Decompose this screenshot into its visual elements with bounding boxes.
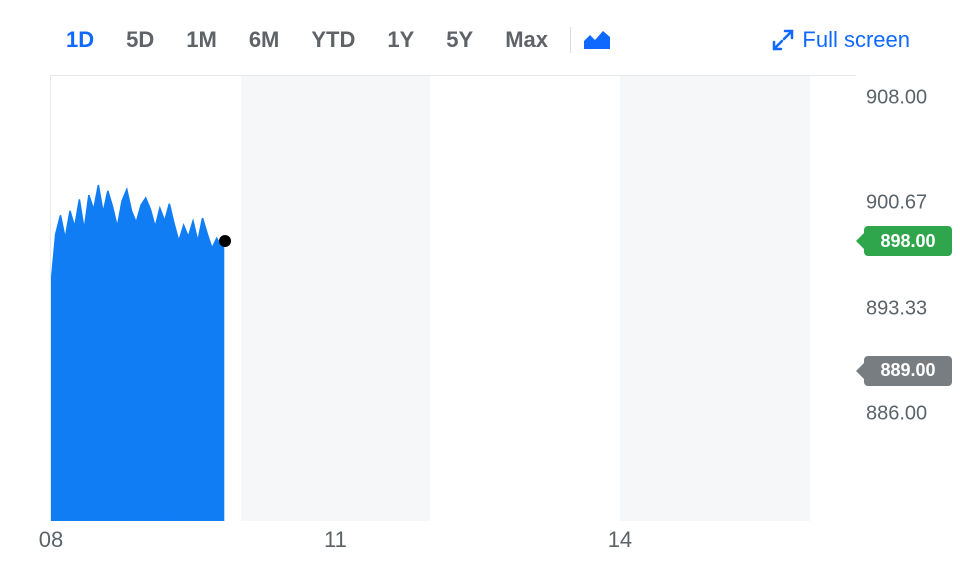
- volume-bars: [51, 76, 856, 521]
- range-tab-max[interactable]: Max: [489, 27, 564, 53]
- x-axis-label: 14: [608, 527, 632, 553]
- plot-area: 908.00900.67893.33886.00081114898.00889.…: [50, 75, 856, 521]
- y-axis-label: 886.00: [866, 403, 956, 426]
- chart-widget: 1D5D1M6MYTD1Y5YMax Full screen 908.00900…: [0, 0, 960, 578]
- range-tab-1d[interactable]: 1D: [50, 27, 110, 53]
- y-axis-label: 893.33: [866, 297, 956, 320]
- current-price-tag: 898.00: [864, 226, 952, 256]
- range-tabs: 1D5D1M6MYTD1Y5YMax: [50, 27, 564, 53]
- range-tab-ytd[interactable]: YTD: [295, 27, 371, 53]
- range-tab-1y[interactable]: 1Y: [371, 27, 430, 53]
- chart-area[interactable]: 908.00900.67893.33886.00081114898.00889.…: [50, 75, 856, 521]
- y-axis-label: 908.00: [866, 86, 956, 109]
- x-axis-label: 11: [324, 527, 347, 553]
- chart-toolbar: 1D5D1M6MYTD1Y5YMax Full screen: [0, 20, 960, 60]
- range-tab-5y[interactable]: 5Y: [430, 27, 489, 53]
- chart-type-icon[interactable]: [583, 29, 611, 51]
- toolbar-divider: [570, 27, 571, 53]
- prev-close-tag: 889.00: [864, 356, 952, 386]
- range-tab-1m[interactable]: 1M: [170, 27, 233, 53]
- y-axis-label: 900.67: [866, 192, 956, 215]
- fullscreen-button[interactable]: Full screen: [772, 27, 910, 53]
- x-axis-label: 08: [39, 527, 63, 553]
- expand-icon: [772, 29, 794, 51]
- range-tab-6m[interactable]: 6M: [233, 27, 296, 53]
- fullscreen-label: Full screen: [802, 27, 910, 53]
- current-price-dot: [219, 235, 231, 247]
- range-tab-5d[interactable]: 5D: [110, 27, 170, 53]
